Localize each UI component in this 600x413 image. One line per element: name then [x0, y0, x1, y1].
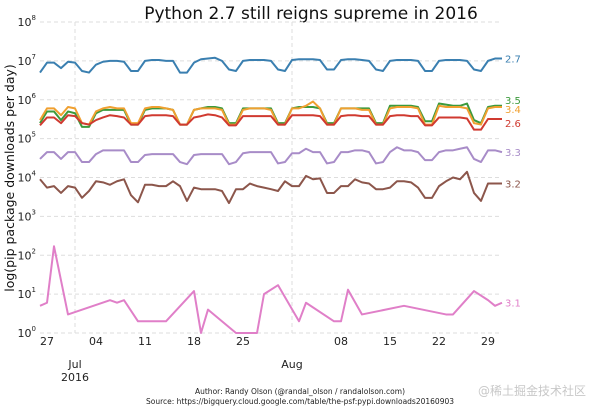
x-tick-label: 04 — [89, 335, 103, 348]
watermark: @稀土掘金技术社区 — [477, 384, 586, 398]
y-tick-base: 10 — [18, 94, 32, 107]
series-line-3-4 — [39, 100, 502, 126]
x-tick-label: 18 — [187, 335, 201, 348]
y-tick-label: 105 — [18, 131, 36, 146]
series-label: 3.2 — [505, 180, 521, 191]
y-tick-label: 102 — [18, 247, 36, 262]
y-tick-label: 107 — [18, 53, 36, 68]
y-tick-exponent: 6 — [32, 92, 37, 100]
y-tick-exponent: 4 — [32, 170, 37, 178]
y-tick-base: 10 — [18, 55, 32, 68]
y-tick-label: 100 — [18, 325, 36, 340]
y-tick-base: 10 — [18, 288, 32, 301]
series-line-3-2 — [39, 170, 502, 205]
y-tick-base: 10 — [18, 249, 32, 262]
series-line-3-5 — [39, 102, 502, 128]
y-tick-label: 101 — [18, 286, 36, 301]
series-line-2-6 — [39, 113, 502, 131]
series-line-3-1 — [39, 245, 503, 334]
x-tick-label: 11 — [138, 335, 152, 348]
x-major-tick-label: Jul — [67, 358, 81, 371]
y-tick-label: 104 — [18, 170, 37, 185]
y-tick-label: 103 — [18, 208, 36, 223]
x-major-tick-label: Aug — [281, 358, 302, 371]
series-label: 3.1 — [505, 299, 521, 310]
footer-author: Author: Randy Olson (@randal_olson / ran… — [194, 387, 406, 396]
y-tick-exponent: 3 — [32, 208, 36, 216]
series-line-2-7 — [39, 56, 502, 74]
series-label: 3.4 — [505, 105, 521, 116]
y-tick-base: 10 — [18, 210, 32, 223]
y-tick-base: 10 — [18, 133, 32, 146]
series-label: 2.6 — [505, 119, 521, 130]
series-label: 3.5 — [505, 96, 521, 107]
y-tick-exponent: 0 — [32, 325, 36, 333]
chart-title: Python 2.7 still reigns supreme in 2016 — [144, 4, 478, 24]
y-tick-exponent: 8 — [32, 14, 36, 22]
y-tick-exponent: 1 — [32, 286, 36, 294]
series-label: 2.7 — [505, 55, 521, 66]
x-tick-label: 15 — [383, 335, 397, 348]
y-tick-base: 10 — [18, 172, 32, 185]
footer-source: Source: https://bigquery.cloud.google.co… — [145, 397, 455, 406]
y-tick-exponent: 7 — [32, 53, 36, 61]
y-tick-label: 108 — [18, 14, 36, 29]
y-tick-exponent: 2 — [32, 247, 36, 255]
x-tick-label: 25 — [236, 335, 250, 348]
x-tick-label: 29 — [481, 335, 495, 348]
x-tick-label: 22 — [432, 335, 446, 348]
series-line-3-3 — [39, 146, 503, 166]
x-major-tick-sublabel: 2016 — [61, 371, 89, 384]
x-tick-label: 08 — [334, 335, 348, 348]
y-tick-exponent: 5 — [32, 131, 36, 139]
y-tick-base: 10 — [18, 327, 32, 340]
y-tick-base: 10 — [18, 16, 32, 29]
y-tick-label: 106 — [18, 92, 37, 107]
y-axis-label: log(pip package downloads per day) — [2, 64, 17, 292]
series-label: 3.3 — [505, 148, 521, 159]
x-tick-label: 27 — [40, 335, 54, 348]
